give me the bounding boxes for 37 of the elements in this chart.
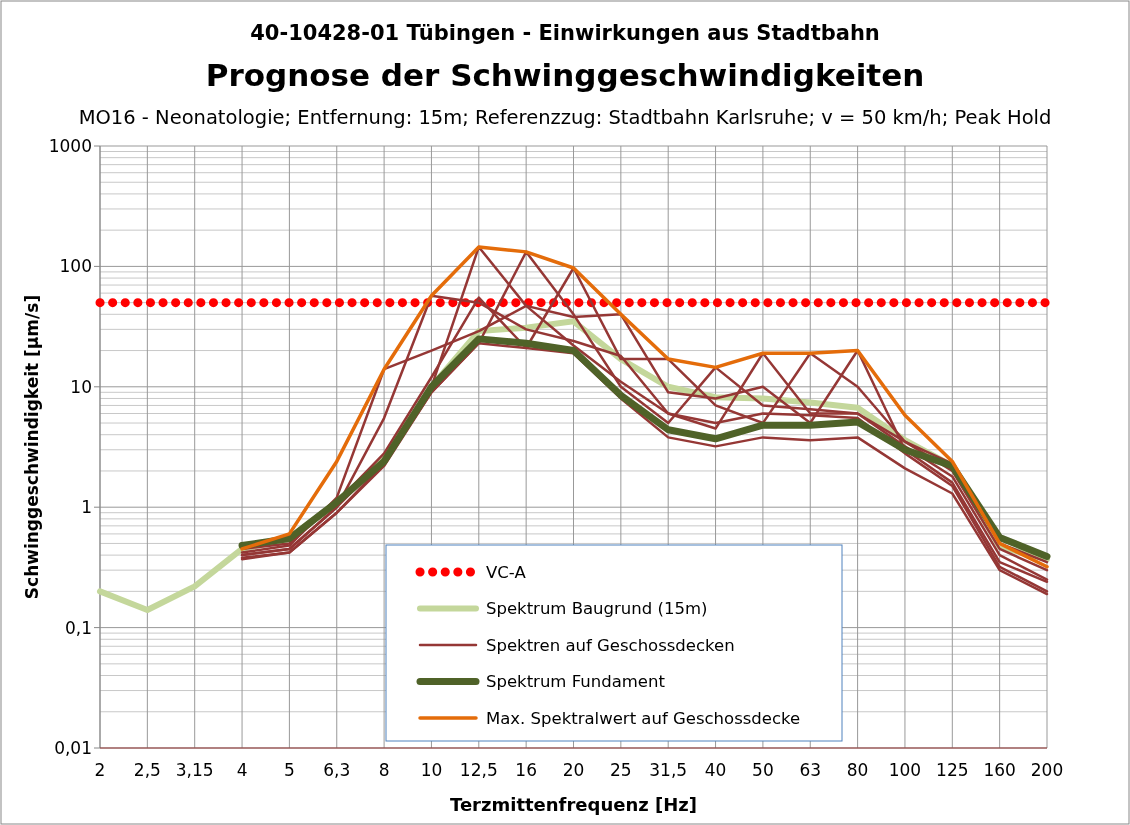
chart-title: 40-10428-01 Tübingen - Einwirkungen aus Stadtbahn xyxy=(250,21,880,45)
y-tick-label: 10 xyxy=(70,376,92,397)
y-tick-label: 100 xyxy=(59,256,92,277)
x-tick-label: 4 xyxy=(236,760,248,780)
x-tick-label: 8 xyxy=(378,760,390,780)
legend-label: Spektrum Baugrund (15m) xyxy=(486,599,708,619)
x-tick-label: 20 xyxy=(562,760,585,780)
x-tick-label: 2,5 xyxy=(133,760,161,780)
legend-label: VC-A xyxy=(486,562,527,582)
x-tick-label: 125 xyxy=(936,760,969,780)
legend-label: Spektren auf Geschossdecken xyxy=(486,635,735,655)
legend-label: Spektrum Fundament xyxy=(486,672,666,692)
x-tick-label: 63 xyxy=(799,760,822,780)
x-tick-label: 10 xyxy=(420,760,443,780)
x-tick-label: 50 xyxy=(752,760,774,780)
x-tick-label: 3,15 xyxy=(175,760,214,780)
x-tick-label: 160 xyxy=(983,760,1016,780)
legend-label: Max. Spektralwert auf Geschossdecke xyxy=(486,708,801,728)
chart-subtitle: Prognose der Schwinggeschwindigkeiten xyxy=(205,57,925,93)
x-tick-label: 25 xyxy=(610,760,632,780)
x-tick-label: 40 xyxy=(704,760,727,780)
x-tick-label: 200 xyxy=(1030,760,1064,780)
x-tick-label: 31,5 xyxy=(649,760,688,780)
x-axis-title: Terzmittenfrequenz [Hz] xyxy=(450,794,697,815)
x-tick-label: 80 xyxy=(846,760,869,780)
y-tick-label: 0,1 xyxy=(64,617,92,638)
x-tick-label: 6,3 xyxy=(323,760,351,780)
x-tick-label: 16 xyxy=(515,760,537,780)
x-tick-label: 100 xyxy=(888,760,922,780)
text: MO16 - Neonatologie; Entfernung: 15m; Referenzzug: Stadtbahn Karlsruhe; v = 50 km/h; Peak Hold xyxy=(78,106,1052,129)
x-tick-label: 12,5 xyxy=(459,760,498,780)
y-tick-label: 1 xyxy=(81,497,92,518)
y-axis-title: Schwinggeschwindigkeit [µm/s] xyxy=(22,294,42,600)
x-tick-label: 5 xyxy=(283,760,295,780)
y-tick-label: 0,01 xyxy=(54,737,92,758)
x-tick-label: 2 xyxy=(94,760,106,780)
y-tick-label: 1000 xyxy=(48,135,92,156)
